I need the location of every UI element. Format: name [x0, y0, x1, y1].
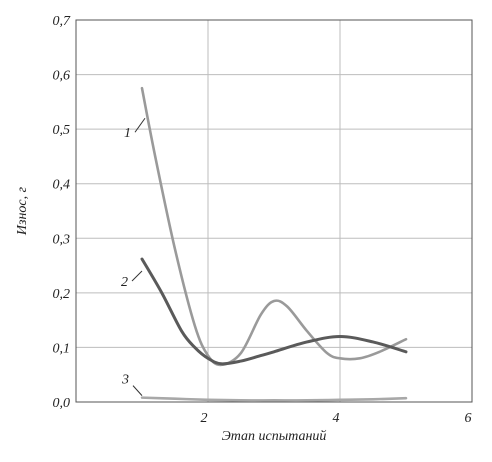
x-tick-label: 2 [201, 411, 208, 426]
curve-labels: 1 2 3 [121, 117, 146, 396]
y-tick-label: 0,0 [53, 396, 71, 411]
series-1-leader [134, 117, 146, 133]
series-1-line [140, 86, 408, 367]
series-2-line [140, 257, 408, 366]
y-tick-label: 0,1 [53, 341, 71, 356]
x-axis-title: Этап испытаний [222, 429, 327, 444]
x-tick-label: 6 [465, 411, 472, 426]
series-3-label: 3 [121, 373, 129, 388]
y-tick-label: 0,3 [53, 232, 71, 247]
x-tick-label: 4 [333, 411, 340, 426]
series-2-label: 2 [121, 275, 128, 290]
y-tick-label: 0,4 [53, 178, 71, 193]
series-group [140, 86, 408, 402]
plot-frame [75, 19, 473, 403]
y-axis-title: Износ, г [15, 186, 30, 236]
y-tick-label: 0,5 [53, 123, 71, 138]
series-2-leader [131, 270, 143, 282]
series-3-line [140, 396, 408, 402]
series-1-label: 1 [124, 126, 131, 141]
tick-labels: 0,0 0,1 0,2 0,3 0,4 0,5 0,6 0,7 2 4 6 [53, 14, 472, 426]
grid [76, 20, 472, 402]
y-tick-label: 0,2 [53, 287, 71, 302]
y-tick-label: 0,6 [53, 69, 71, 84]
y-tick-label: 0,7 [53, 14, 72, 29]
series-3-leader [132, 385, 143, 396]
